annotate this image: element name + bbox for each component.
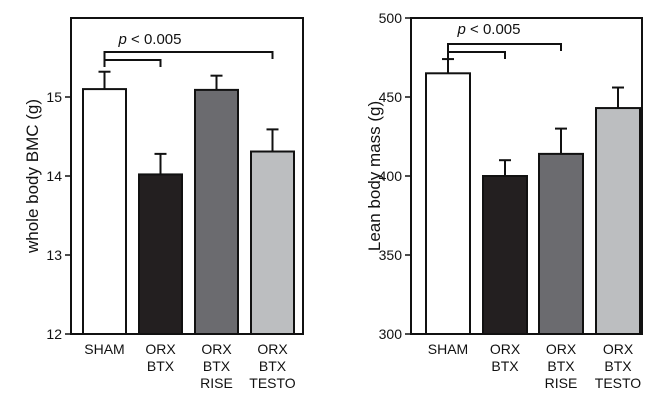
x-tick-label: BTX	[604, 358, 632, 374]
x-tick-label: BTX	[203, 358, 231, 374]
y-tick-label: 13	[46, 247, 62, 263]
y-tick-label: 450	[379, 89, 403, 105]
x-tick-label: ORX	[145, 341, 176, 357]
significance-annotation: p < 0.005	[457, 21, 521, 38]
bar	[194, 88, 239, 335]
bar	[138, 173, 183, 335]
x-tick-label: TESTO	[249, 375, 296, 391]
bar	[82, 88, 127, 335]
x-tick-label: BTX	[147, 358, 175, 374]
x-tick-label: RISE	[545, 375, 578, 391]
x-tick-label: BTX	[491, 358, 519, 374]
y-tick-label: 350	[379, 247, 403, 263]
x-tick-label: ORX	[490, 341, 521, 357]
x-tick-label: BTX	[259, 358, 287, 374]
x-tick-label: ORX	[257, 341, 288, 357]
x-tick-label: ORX	[546, 341, 577, 357]
y-tick-label: 500	[379, 10, 403, 26]
chart-panel: 300 350 400 450 500 Lean body mass (g) SHAM ORX…	[365, 10, 643, 391]
y-tick-label: 15	[46, 89, 62, 105]
x-tick-label: ORX	[201, 341, 232, 357]
significance-bracket	[103, 51, 274, 59]
x-tick-label: RISE	[200, 375, 233, 391]
x-tick-label: BTX	[547, 358, 575, 374]
y-axis-label: whole body BMC (g)	[23, 99, 42, 254]
y-tick-label: 400	[379, 168, 403, 184]
bar	[425, 72, 471, 336]
bar	[595, 107, 641, 335]
y-tick-label: 14	[46, 168, 62, 184]
y-tick-label: 300	[379, 326, 403, 342]
y-tick-label: 12	[46, 326, 62, 342]
x-tick-label: TESTO	[595, 375, 642, 391]
bar	[250, 150, 295, 335]
significance-bracket	[447, 51, 506, 59]
bar	[482, 175, 528, 335]
bar	[538, 152, 584, 335]
significance-bracket	[103, 59, 162, 67]
significance-annotation: p < 0.005	[118, 31, 182, 48]
x-tick-label: ORX	[603, 341, 634, 357]
significance-bracket	[447, 43, 562, 51]
y-axis-label: Lean body mass (g)	[365, 101, 384, 251]
x-tick-label: SHAM	[84, 341, 124, 357]
x-tick-label: SHAM	[428, 341, 468, 357]
